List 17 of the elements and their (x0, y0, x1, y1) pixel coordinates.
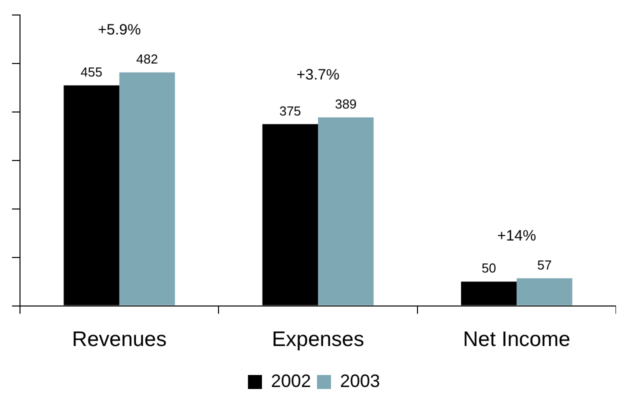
annotation: +3.7% (296, 66, 340, 84)
data-label: 455 (80, 64, 102, 80)
x-tick-label: Revenues (72, 328, 167, 352)
annotation: +14% (497, 227, 536, 244)
data-label: 482 (136, 51, 158, 66)
data-label: 50 (482, 260, 496, 276)
legend-label: 2003 (340, 370, 380, 391)
bar (516, 278, 572, 306)
bar (119, 72, 175, 306)
legend-label: 2002 (270, 370, 312, 391)
data-label: 389 (334, 96, 357, 112)
data-label: 57 (537, 257, 552, 272)
data-label: 375 (279, 103, 302, 118)
annotation: +5.9% (98, 21, 141, 38)
bar (318, 117, 374, 306)
x-tick-label: Net Income (462, 328, 570, 352)
x-tick-label: Expenses (272, 328, 364, 352)
